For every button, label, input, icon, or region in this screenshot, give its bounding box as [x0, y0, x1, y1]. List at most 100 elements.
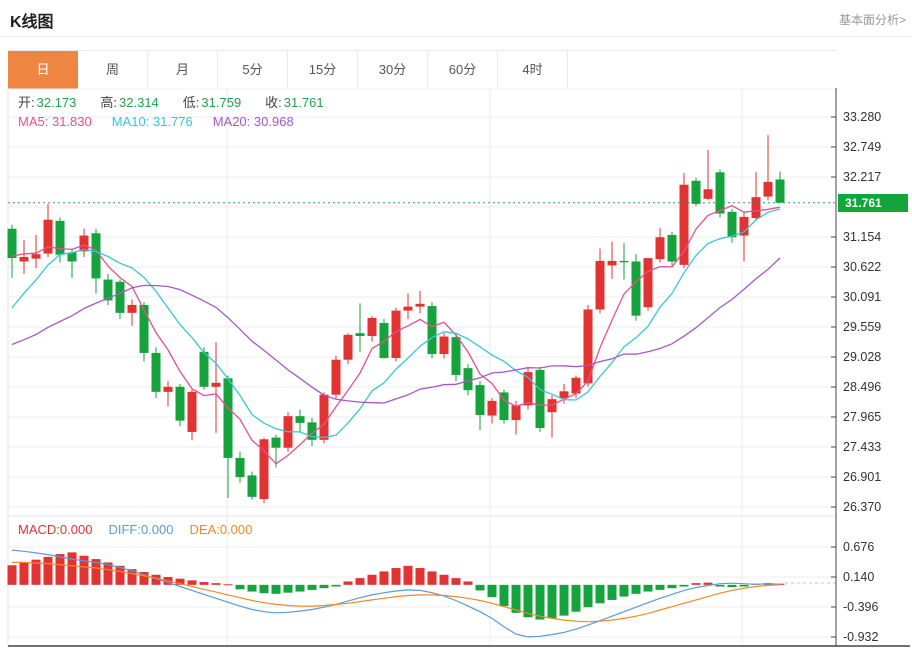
- macd-bar: [439, 574, 449, 585]
- macd-bar: [31, 559, 41, 585]
- fundamental-analysis-link[interactable]: 基本面分析>: [838, 13, 906, 27]
- macd-bar: [523, 584, 533, 618]
- ma20-line: [11, 257, 781, 404]
- macd-bar: [355, 578, 365, 585]
- macd-bar: [247, 584, 257, 592]
- candle: [331, 359, 341, 395]
- diff-label: DIFF:: [108, 522, 141, 537]
- diff-line: [11, 549, 781, 638]
- macd-bar: [583, 584, 593, 608]
- candle: [403, 306, 413, 311]
- candle: [43, 219, 53, 254]
- candle: [115, 281, 125, 313]
- ma10-label: MA10:: [111, 114, 150, 129]
- ma10-value: 31.776: [152, 114, 193, 129]
- macd-bar: [319, 584, 329, 589]
- macd-bar: [19, 562, 29, 585]
- axis-label: 31.154: [843, 230, 881, 244]
- candle: [415, 303, 425, 307]
- close-label: 收:: [265, 95, 282, 110]
- macd-label: MACD:: [18, 522, 60, 537]
- page-title: K线图: [10, 14, 54, 31]
- candle: [211, 382, 221, 387]
- macd-bar: [7, 565, 17, 585]
- macd-bar: [607, 584, 617, 600]
- high-label: 高:: [100, 95, 118, 110]
- candle: [55, 220, 65, 255]
- candle: [607, 260, 617, 266]
- axis-label: 26.901: [843, 470, 881, 484]
- macd-bar: [55, 554, 65, 585]
- tab-5min[interactable]: 5分: [218, 51, 288, 89]
- candle: [271, 437, 281, 448]
- candle: [583, 309, 593, 384]
- macd-bar: [235, 584, 245, 590]
- candle: [19, 256, 29, 262]
- candle: [451, 337, 461, 375]
- tab-month[interactable]: 月: [148, 51, 218, 89]
- axis-label: 26.370: [843, 500, 881, 514]
- macd-bar: [127, 569, 137, 585]
- candle: [127, 304, 137, 313]
- candle: [631, 261, 641, 316]
- macd-bar: [511, 584, 521, 613]
- candle: [619, 260, 629, 263]
- low-label: 低:: [182, 95, 200, 110]
- current-price-badge: 31.761: [838, 194, 908, 212]
- close-value: 31.761: [283, 95, 324, 110]
- candle: [751, 197, 761, 219]
- axis-label: 29.559: [843, 320, 881, 334]
- tab-day[interactable]: 日: [8, 51, 78, 89]
- candle: [535, 369, 545, 428]
- candle: [7, 228, 17, 259]
- candle: [727, 211, 737, 238]
- macd-bar: [367, 574, 377, 585]
- candle: [79, 235, 89, 252]
- macd-bar: [175, 578, 185, 585]
- tab-4hour[interactable]: 4时: [498, 51, 568, 89]
- axis-label: 0.140: [843, 570, 874, 584]
- tab-15min[interactable]: 15分: [288, 51, 358, 89]
- period-tab-bar: 日周月 5分 15分 30分 60分 4时: [8, 50, 836, 89]
- axis-label: 29.028: [843, 350, 881, 364]
- candle: [655, 237, 665, 260]
- macd-bar: [427, 571, 437, 585]
- axis-label: 30.622: [843, 260, 881, 274]
- tab-week[interactable]: 周: [78, 51, 148, 89]
- candle: [559, 391, 569, 399]
- ma20-value: 30.968: [253, 114, 294, 129]
- macd-bar: [67, 552, 77, 585]
- macd-bar: [391, 568, 401, 585]
- candle: [367, 317, 377, 336]
- candle: [595, 260, 605, 310]
- candle: [139, 304, 149, 353]
- candle: [691, 180, 701, 204]
- macd-bar: [715, 584, 725, 587]
- ma20-label: MA20:: [212, 114, 251, 129]
- macd-bar: [619, 584, 629, 597]
- candle: [715, 172, 725, 214]
- candle: [31, 254, 41, 259]
- high-value: 32.314: [119, 95, 159, 110]
- candle: [643, 258, 653, 308]
- candle: [295, 416, 305, 423]
- candle: [391, 310, 401, 358]
- title-divider: [0, 36, 912, 37]
- tab-60min[interactable]: 60分: [428, 51, 498, 89]
- candle: [307, 422, 317, 440]
- tab-30min[interactable]: 30分: [358, 51, 428, 89]
- macd-bar: [343, 581, 353, 585]
- candle: [67, 252, 77, 262]
- candle: [703, 189, 713, 199]
- axis-label: 32.749: [843, 140, 881, 154]
- macd-bar: [103, 562, 113, 585]
- macd-bar: [115, 565, 125, 585]
- macd-bar: [703, 582, 713, 585]
- macd-bar: [499, 584, 509, 607]
- macd-bar: [307, 584, 317, 590]
- candle: [427, 306, 437, 355]
- candle: [475, 385, 485, 416]
- dea-line: [12, 561, 781, 623]
